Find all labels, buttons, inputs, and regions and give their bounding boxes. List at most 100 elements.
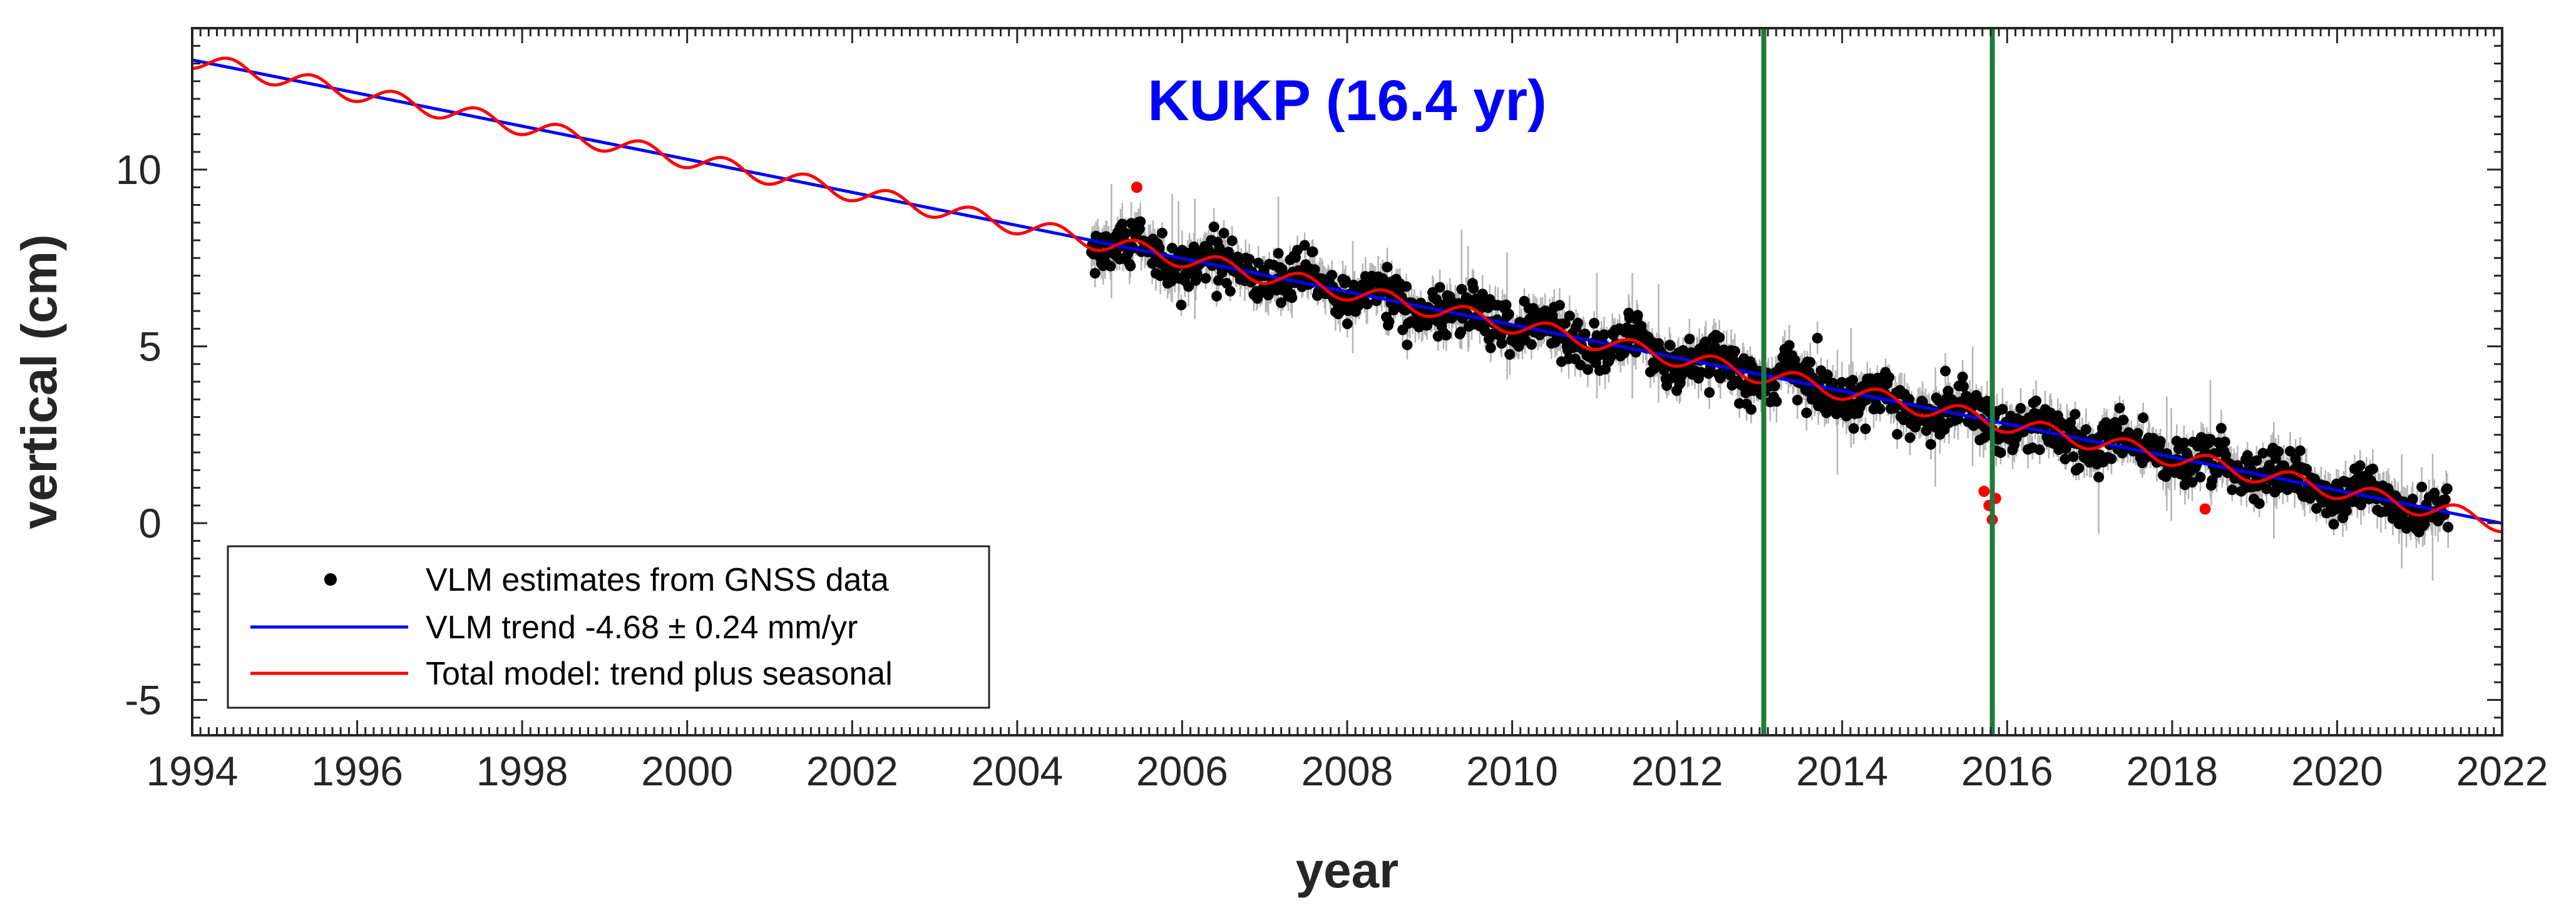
gnss-point <box>2261 483 2272 494</box>
gnss-point <box>1997 404 2008 415</box>
gnss-point <box>2441 483 2453 494</box>
gnss-point <box>1244 253 1255 265</box>
x-tick-label: 1994 <box>146 748 239 794</box>
gnss-point <box>2112 422 2123 434</box>
x-tick-label: 2006 <box>1136 748 1228 794</box>
gnss-point <box>1822 369 1833 380</box>
gnss-point <box>2114 402 2125 414</box>
chart-title: KUKP (16.4 yr) <box>1147 69 1546 133</box>
gnss-point <box>1599 329 1609 340</box>
y-tick-label: -5 <box>125 677 162 723</box>
gnss-point <box>1286 292 1298 303</box>
x-tick-label: 2018 <box>2126 748 2218 794</box>
gnss-point <box>1805 357 1816 368</box>
gnss-point <box>1455 327 1466 337</box>
gnss-point <box>1221 278 1232 289</box>
gnss-point <box>2273 446 2284 457</box>
gnss-point <box>2034 444 2045 456</box>
gnss-point <box>1477 288 1488 300</box>
gnss-point <box>1958 381 1969 392</box>
gnss-point <box>1704 387 1715 398</box>
gnss-point <box>1496 338 1507 349</box>
gnss-point <box>2068 451 2079 462</box>
gnss-point <box>1771 396 1782 407</box>
plot-frame <box>191 27 2503 737</box>
legend: VLM estimates from GNSS data VLM trend -… <box>227 545 990 709</box>
gnss-point <box>1501 299 1512 310</box>
gnss-point <box>1382 262 1393 273</box>
gnss-point <box>2073 462 2085 474</box>
gnss-point <box>2106 453 2117 464</box>
gnss-point <box>2080 424 2091 435</box>
gnss-point <box>1117 218 1128 230</box>
x-tick-label: 2010 <box>1466 748 1558 794</box>
gnss-point <box>1503 309 1514 320</box>
x-tick-label: 2012 <box>1631 748 1723 794</box>
gnss-point <box>1105 260 1116 272</box>
gnss-point <box>2294 445 2306 456</box>
gnss-point <box>1582 364 1593 375</box>
gnss-point <box>1812 332 1823 344</box>
gnss-point <box>1383 316 1395 327</box>
gnss-point <box>1208 222 1219 232</box>
gnss-point <box>1874 404 1886 414</box>
gnss-point <box>1340 275 1351 286</box>
outlier-point <box>1131 181 1142 193</box>
gnss-point <box>1326 270 1338 280</box>
gnss-point <box>2251 455 2262 466</box>
gnss-point <box>1485 342 1496 354</box>
gnss-point <box>1275 297 1286 309</box>
gnss-point <box>1089 268 1101 279</box>
gnss-point <box>2367 463 2378 474</box>
gnss-point <box>2220 450 2231 461</box>
gnss-point <box>1925 439 1936 450</box>
gnss-point <box>1981 395 1993 407</box>
gnss-point <box>1783 340 1795 351</box>
gnss-point <box>2178 437 2190 449</box>
gnss-point <box>1848 423 1859 434</box>
gnss-point <box>1224 285 1236 297</box>
gnss-point <box>1401 281 1412 292</box>
gnss-point <box>2356 499 2366 511</box>
x-tick-label: 2004 <box>971 748 1063 794</box>
gnss-point <box>2257 447 2269 459</box>
gnss-point <box>1526 339 1537 350</box>
gnss-point <box>2254 498 2265 509</box>
gnss-point <box>1218 228 1229 239</box>
gnss-point <box>1157 228 1167 238</box>
x-tick-label: 2022 <box>2456 748 2548 794</box>
legend-label-model: Total model: trend plus seasonal <box>426 656 893 692</box>
gnss-point <box>1504 349 1516 360</box>
outlier-point <box>2199 503 2211 515</box>
gnss-point <box>1402 339 1413 350</box>
model-line <box>192 56 2503 534</box>
gnss-point <box>2207 475 2218 486</box>
gnss-point <box>1995 447 2006 458</box>
gnss-point <box>1801 407 1812 419</box>
gnss-point <box>1904 432 1916 443</box>
x-tick-label: 1998 <box>476 748 568 794</box>
x-tick-label: 2002 <box>806 748 898 794</box>
gnss-point <box>1430 293 1442 305</box>
gnss-point <box>1658 365 1670 376</box>
gnss-point <box>1709 341 1720 352</box>
legend-label-gnss: VLM estimates from GNSS data <box>426 562 889 598</box>
gnss-point <box>1564 310 1575 322</box>
gnss-point <box>1273 248 1284 259</box>
gnss-point <box>1468 283 1479 294</box>
gnss-point <box>1892 429 1903 440</box>
gnss-point <box>1200 273 1211 284</box>
x-tick-label: 2016 <box>1961 748 2053 794</box>
gnss-point <box>1957 371 1968 382</box>
gnss-point <box>1942 385 1954 397</box>
x-tick-label: 2000 <box>641 748 733 794</box>
legend-label-trend: VLM trend -4.68 ± 0.24 mm/yr <box>426 609 858 646</box>
gnss-point <box>2070 409 2081 420</box>
outlier-point <box>1978 486 1990 497</box>
gnss-point <box>1860 423 1871 434</box>
gnss-point <box>1665 340 1676 351</box>
gnss-point <box>1953 414 1964 425</box>
gnss-point <box>1167 243 1178 253</box>
gnss-point <box>2284 446 2296 457</box>
